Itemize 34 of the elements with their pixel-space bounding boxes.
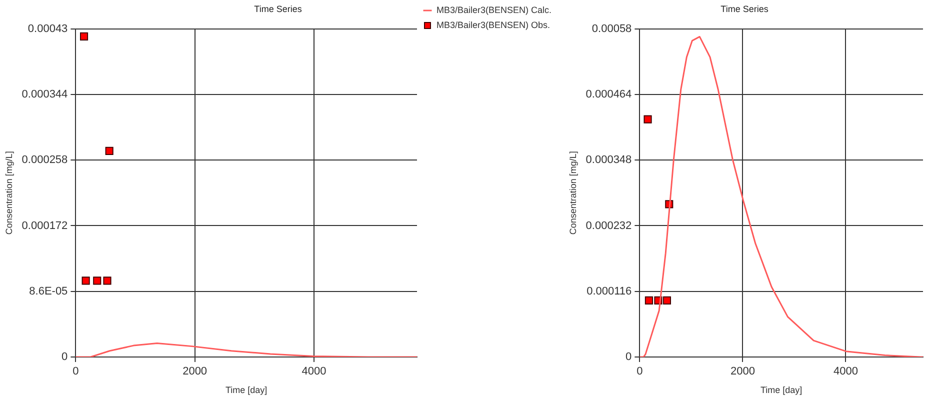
y-tick-label: 0.000344 [22, 88, 68, 100]
y-tick-label: 0.000172 [22, 220, 68, 232]
point [105, 146, 114, 155]
chart-title: Time Series [720, 4, 769, 14]
y-tick-label: 0.00043 [28, 22, 68, 35]
y-tick-label: 8.6E-05 [29, 285, 68, 298]
x-tick-label: 2000 [182, 366, 208, 378]
y-axis-title: Consentration [mg/L] [568, 151, 578, 235]
x-tick-label: 4000 [833, 366, 858, 378]
chart-title: Time Series [254, 4, 302, 14]
point [103, 276, 112, 285]
y-axis-title: Consentration [mg/L] [4, 151, 14, 235]
y-tick-label: 0 [626, 351, 632, 364]
y-tick-label: 0.000258 [22, 154, 68, 166]
point [82, 276, 90, 285]
x-tick-label: 0 [636, 366, 643, 378]
point [644, 296, 653, 304]
legend-label: MB3/Bailer3(BENSEN) Calc. [436, 4, 552, 15]
point [662, 296, 672, 304]
y-tick-label: 0.000348 [586, 154, 632, 166]
y-tick-label: 0.000116 [586, 285, 632, 298]
x-tick-label: 4000 [302, 366, 326, 378]
point [644, 115, 652, 124]
x-tick-label: 2000 [730, 366, 755, 378]
y-tick-label: 0.000464 [586, 88, 632, 100]
point [80, 32, 88, 40]
x-tick-label: 0 [72, 366, 79, 378]
x-axis-title: Time [day] [760, 385, 802, 396]
y-tick-label: 0.000232 [586, 220, 632, 232]
legend-label: MB3/Bailer3(BENSEN) Obs. [436, 20, 550, 30]
point [93, 276, 102, 285]
x-axis-title: Time [day] [225, 385, 268, 396]
y-tick-label: 0.00058 [592, 22, 632, 35]
y-tick-label: 0 [62, 351, 68, 364]
